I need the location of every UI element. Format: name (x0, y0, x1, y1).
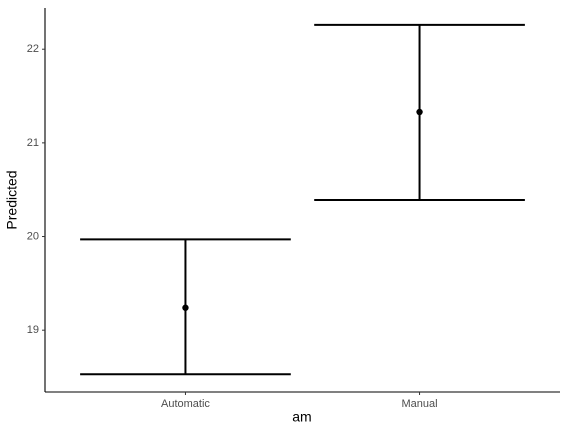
x-tick-label: Manual (402, 398, 438, 410)
point (182, 304, 189, 311)
y-tick-label: 20 (27, 230, 39, 242)
y-tick-label: 22 (27, 43, 39, 55)
point (416, 108, 423, 116)
y-tick-label: 21 (27, 137, 39, 149)
y-axis-title: Predicted (4, 170, 20, 229)
x-axis-title: am (292, 409, 311, 425)
x-tick-label: Automatic (161, 398, 210, 410)
y-tick-label: 19 (27, 324, 39, 336)
